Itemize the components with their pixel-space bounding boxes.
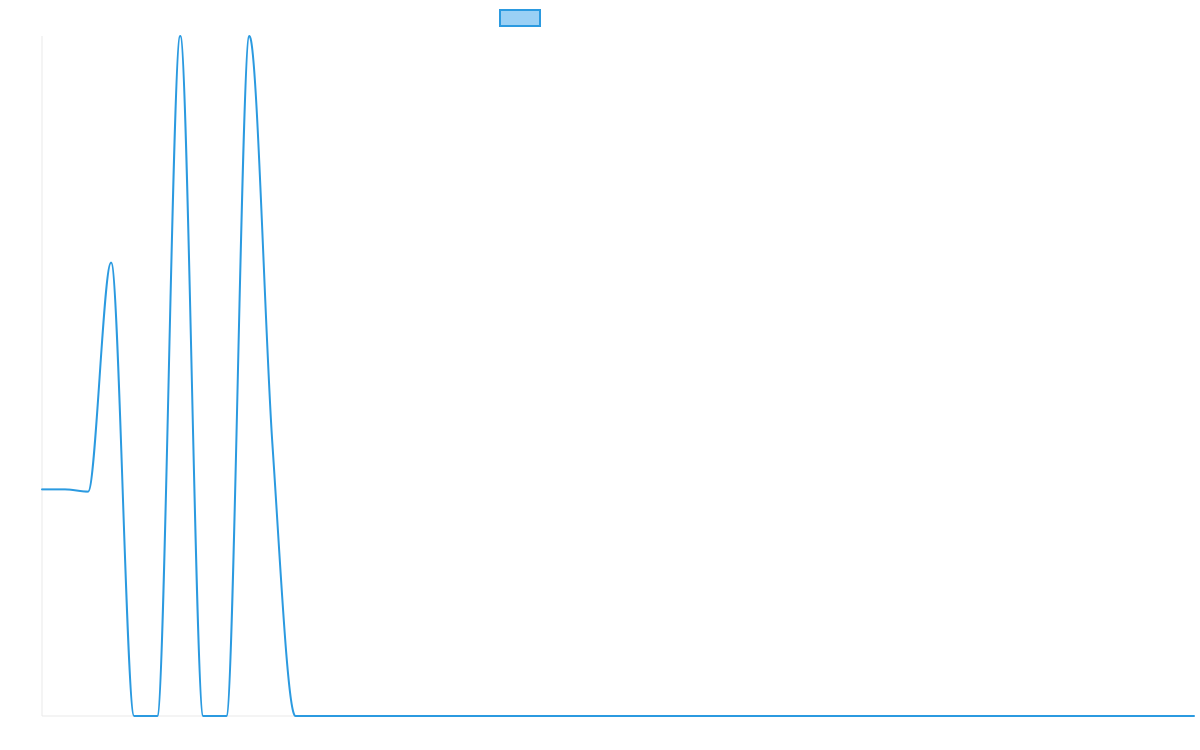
data-point[interactable]	[1167, 712, 1175, 720]
data-point[interactable]	[568, 712, 576, 720]
data-point[interactable]	[222, 712, 230, 720]
data-point[interactable]	[384, 712, 392, 720]
data-point[interactable]	[1052, 712, 1060, 720]
data-point[interactable]	[821, 712, 829, 720]
data-point[interactable]	[361, 712, 369, 720]
axes	[41, 36, 1194, 717]
data-point[interactable]	[338, 712, 346, 720]
data-point[interactable]	[153, 712, 161, 720]
data-point[interactable]	[798, 712, 806, 720]
data-point[interactable]	[522, 712, 530, 720]
data-point[interactable]	[407, 712, 415, 720]
data-point[interactable]	[453, 712, 461, 720]
data-point[interactable]	[937, 712, 945, 720]
data-point[interactable]	[960, 712, 968, 720]
data-point[interactable]	[890, 712, 898, 720]
data-point[interactable]	[706, 712, 714, 720]
data-point[interactable]	[1006, 712, 1014, 720]
data-point[interactable]	[637, 712, 645, 720]
series-group	[38, 32, 1198, 720]
legend[interactable]	[499, 9, 541, 27]
data-point[interactable]	[107, 259, 115, 267]
data-point[interactable]	[752, 712, 760, 720]
data-point[interactable]	[867, 712, 875, 720]
data-point[interactable]	[1098, 712, 1106, 720]
series-line-0	[41, 35, 1195, 717]
data-point[interactable]	[268, 440, 276, 448]
data-point[interactable]	[38, 485, 46, 493]
data-point[interactable]	[844, 712, 852, 720]
data-point[interactable]	[1029, 712, 1037, 720]
data-point[interactable]	[499, 712, 507, 720]
data-point[interactable]	[1144, 712, 1152, 720]
data-point[interactable]	[430, 712, 438, 720]
data-point[interactable]	[660, 712, 668, 720]
data-point[interactable]	[914, 712, 922, 720]
data-point[interactable]	[176, 32, 184, 40]
data-point[interactable]	[84, 488, 92, 496]
data-point[interactable]	[314, 712, 322, 720]
data-point[interactable]	[61, 485, 69, 493]
data-point[interactable]	[983, 712, 991, 720]
data-point[interactable]	[1121, 712, 1129, 720]
data-point[interactable]	[591, 712, 599, 720]
data-point[interactable]	[775, 712, 783, 720]
data-point[interactable]	[476, 712, 484, 720]
data-point[interactable]	[1190, 712, 1198, 720]
data-point[interactable]	[545, 712, 553, 720]
data-point[interactable]	[614, 712, 622, 720]
data-point[interactable]	[130, 712, 138, 720]
data-point[interactable]	[291, 712, 299, 720]
data-point[interactable]	[1075, 712, 1083, 720]
data-point[interactable]	[683, 712, 691, 720]
data-point[interactable]	[729, 712, 737, 720]
data-point[interactable]	[199, 712, 207, 720]
data-point[interactable]	[245, 32, 253, 40]
legend-swatch[interactable]	[499, 9, 541, 27]
